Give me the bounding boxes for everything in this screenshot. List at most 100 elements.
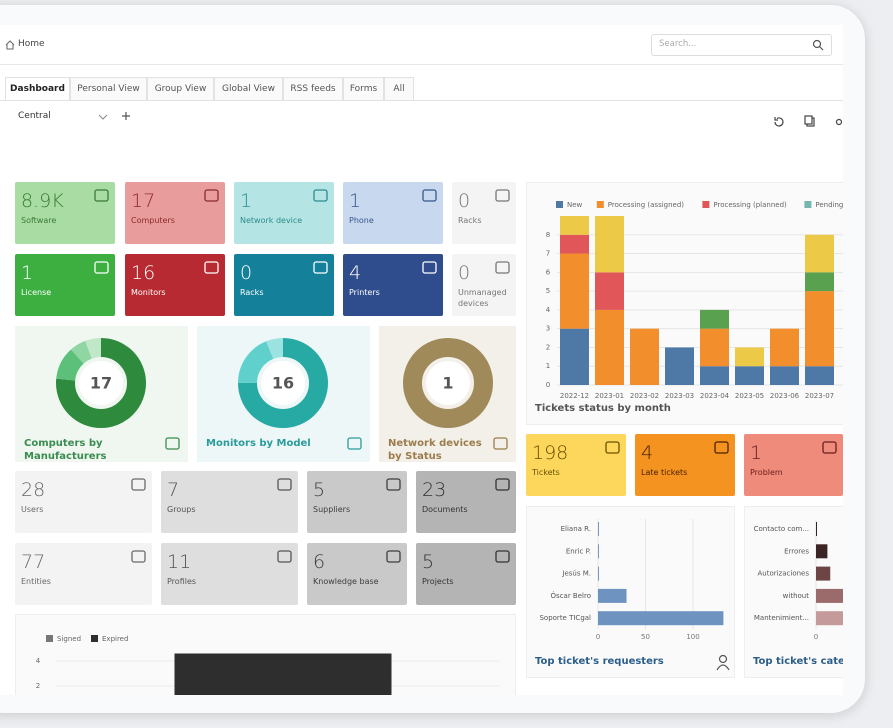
chart-svg (204, 189, 219, 202)
stat-card[interactable]: 1 Network device (234, 182, 334, 244)
legend-label: Signed (57, 635, 81, 643)
stat-card[interactable]: 23 Documents (416, 471, 516, 533)
card-value: 0 (458, 262, 471, 284)
chart-svg (277, 478, 292, 491)
user-icon (716, 664, 730, 671)
stat-card[interactable]: 1 Phone (343, 182, 443, 244)
bar (816, 566, 831, 581)
y-tick-label: 2 (546, 343, 550, 351)
donut-title: Monitors by Model (206, 438, 311, 449)
tab[interactable]: Global View (214, 77, 283, 100)
legend-label: Pending (815, 201, 843, 209)
x-tick-label: 2023-05 (735, 392, 764, 400)
stat-card[interactable]: 17 Computers (125, 182, 225, 244)
x-tick-label: 50 (641, 633, 650, 641)
stat-card[interactable]: 4 Late tickets (635, 434, 735, 496)
y-tick-label: 8 (546, 231, 550, 239)
stat-card[interactable]: 5 Suppliers (307, 471, 407, 533)
bar (598, 588, 627, 603)
stat-card[interactable]: 28 Users (15, 471, 152, 533)
chart-svg (714, 441, 729, 454)
y-tick-label: Errores (784, 547, 809, 555)
chart-svg (495, 478, 510, 491)
card-icon (386, 478, 401, 491)
stat-card[interactable]: 0 Racks (234, 254, 334, 316)
y-tick-label: 0 (546, 381, 550, 389)
card-icon (386, 550, 401, 563)
stat-card[interactable]: 1 License (15, 254, 115, 316)
donut-center (79, 361, 123, 405)
card-label: Printers (349, 288, 380, 297)
chart-panel: 0 Contacto com... Errores Autorizaciones wit… (744, 506, 843, 678)
stat-card[interactable]: 1 Problem (744, 434, 843, 496)
y-tick-label: Autorizaciones (757, 570, 809, 578)
card-label: Groups (167, 505, 196, 514)
tab[interactable]: Personal View (70, 77, 147, 100)
tab[interactable]: Group View (147, 77, 214, 100)
card-label: Problem (750, 468, 783, 477)
search-placeholder: Search... (659, 39, 697, 49)
x-tick-label: 2023-01 (595, 392, 624, 400)
search-icon[interactable] (812, 39, 824, 51)
y-tick-label: without (783, 592, 810, 600)
stat-card[interactable]: 7 Groups (161, 471, 298, 533)
stat-card[interactable]: 8.9K Software (15, 182, 115, 244)
bar-segment (560, 234, 589, 254)
search-box[interactable] (651, 34, 832, 56)
card-icon (94, 189, 109, 202)
x-tick-label: 2023-06 (770, 392, 800, 400)
chart-svg: 0 50 100 Eliana R. Enric P. Jesús M. Óscar Bel… (535, 519, 730, 671)
legend-swatch (804, 201, 812, 208)
tab[interactable]: Dashboard (5, 77, 70, 100)
bar-segment (805, 234, 834, 273)
chart-svg (495, 261, 510, 274)
chart-svg (422, 261, 437, 274)
chart-svg (605, 441, 620, 454)
select-chevron[interactable] (98, 113, 108, 121)
chart-svg (94, 189, 109, 202)
stat-card[interactable]: 77 Entities (15, 543, 152, 605)
bar (598, 522, 599, 536)
chart-svg: 16 (238, 338, 362, 450)
y-tick-label: 7 (546, 250, 550, 258)
legend-swatch (91, 635, 98, 642)
card-icon (822, 441, 837, 454)
card-label: Network device (240, 216, 303, 225)
stat-card[interactable]: 0 Racks (452, 182, 516, 244)
tab[interactable]: RSS feeds (283, 77, 343, 100)
add-icon[interactable] (121, 111, 131, 121)
bar (816, 611, 843, 626)
tab[interactable]: Forms (343, 77, 384, 100)
stat-card[interactable]: 5 Projects (416, 543, 516, 605)
chart-svg: 0 1 2 3 4 5 6 7 8 New Processing (assigned) Process… (535, 201, 843, 414)
legend-label: New (567, 201, 583, 209)
card-icon (204, 189, 219, 202)
stat-card[interactable]: 0 Unmanaged devices (452, 254, 516, 316)
x-tick-label: 2023-02 (630, 392, 659, 400)
dashboard-select[interactable]: Central (18, 111, 51, 121)
card-label: Suppliers (313, 505, 351, 514)
card-label: Profiles (167, 577, 197, 586)
stat-card[interactable]: 4 Printers (343, 254, 443, 316)
bar (816, 588, 843, 603)
card-value: 6 (313, 551, 326, 573)
tab[interactable]: All (384, 77, 414, 100)
y-tick-label: Soporte TICgal (539, 614, 591, 622)
stat-card[interactable]: 6 Knowledge base (307, 543, 407, 605)
breadcrumb[interactable]: Home (18, 39, 45, 49)
card-value: 77 (21, 551, 46, 573)
donut-title: Network devices by Status (388, 438, 482, 462)
stat-card[interactable]: 16 Monitors (125, 254, 225, 316)
donut-card: 1 Network devices by Status (379, 326, 516, 462)
bar-segment (665, 347, 694, 385)
bar-segment (700, 309, 729, 329)
bar (816, 522, 817, 536)
bar-segment (560, 253, 589, 329)
toolbar-icons[interactable] (772, 115, 842, 129)
y-tick-label: 5 (546, 287, 550, 295)
stat-card[interactable]: 11 Profiles (161, 543, 298, 605)
stat-card[interactable]: 198 Tickets (526, 434, 626, 496)
chart-svg (204, 261, 219, 274)
chart-svg: 1 (403, 338, 508, 450)
